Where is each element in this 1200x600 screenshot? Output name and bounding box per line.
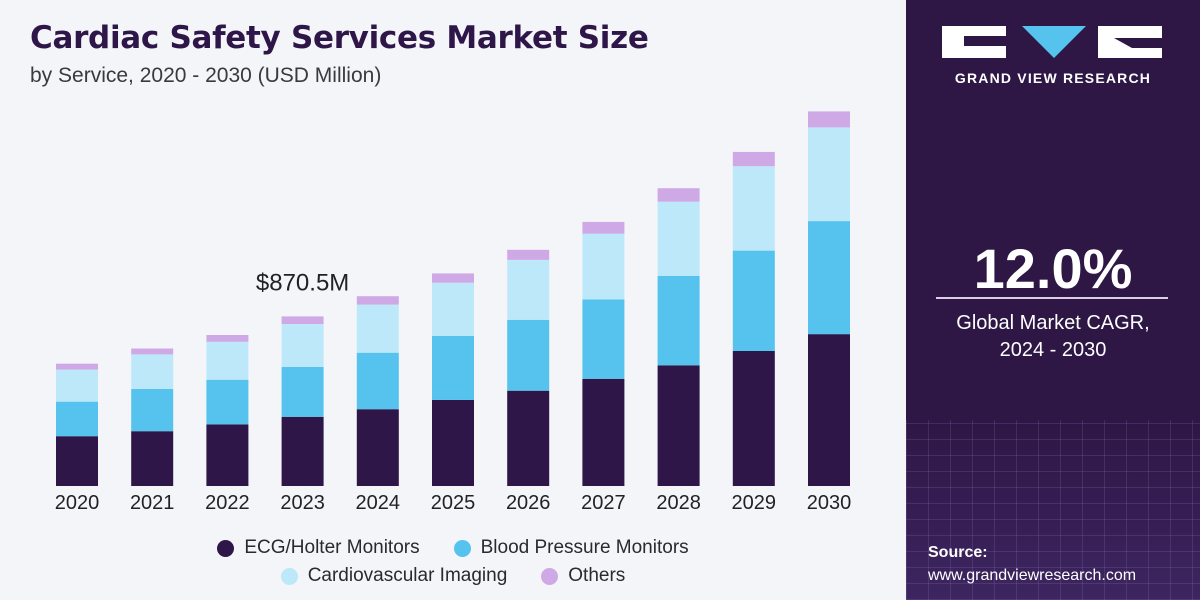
bar-segment-2023-1	[281, 367, 324, 417]
bar-segment-2023-0	[281, 416, 324, 486]
bar-segment-2025-0	[432, 399, 474, 486]
bar-segment-2024-0	[356, 409, 399, 486]
bar-segment-2025-1	[432, 335, 474, 400]
bar-segment-2021-3	[131, 348, 174, 355]
x-tick-label-2023: 2023	[280, 492, 325, 514]
x-tick-label-2025: 2025	[431, 492, 476, 514]
bar-segment-2027-0	[582, 378, 625, 486]
legend-swatch-bp	[453, 539, 471, 557]
bar-segment-2026-2	[507, 259, 550, 320]
cagr-label: Global Market CAGR, 2024 - 2030	[906, 310, 1200, 364]
bar-segment-2028-2	[657, 201, 700, 276]
legend-label-ecg: ECG/Holter Monitors	[244, 537, 420, 558]
cagr-value: 12.0%	[973, 237, 1133, 300]
bar-segment-2022-1	[206, 379, 249, 425]
bar-segment-2022-2	[206, 341, 249, 380]
x-tick-label-2021: 2021	[130, 492, 175, 514]
bar-segment-2030-0	[808, 334, 850, 486]
bar-segment-2026-1	[507, 319, 550, 391]
bar-segment-2022-0	[206, 424, 249, 486]
bar-segment-2027-3	[582, 221, 625, 234]
x-tick-label-2024: 2024	[356, 492, 401, 514]
x-tick-label-2027: 2027	[581, 492, 626, 514]
source-label: Source:	[928, 544, 988, 561]
bar-segment-2030-2	[808, 127, 850, 222]
x-tick-label-2030: 2030	[807, 492, 852, 514]
chart-title: Cardiac Safety Services Market Size	[30, 20, 649, 56]
bar-segment-2023-3	[281, 316, 324, 324]
bar-segment-2026-0	[507, 390, 550, 486]
bar-segment-2021-0	[131, 431, 174, 486]
legend-label-bp: Blood Pressure Monitors	[480, 537, 689, 558]
legend-row-2: Cardiovascular Imaging Others	[0, 565, 906, 587]
legend-item-imaging: Cardiovascular Imaging	[280, 565, 508, 587]
cagr-label-line1: Global Market CAGR,	[956, 312, 1150, 334]
legend-item-bp: Blood Pressure Monitors	[453, 537, 689, 559]
bar-segment-2028-3	[657, 188, 700, 202]
bar-segment-2020-1	[56, 401, 98, 437]
bar-segment-2027-2	[582, 233, 625, 300]
bar-segment-2020-3	[56, 363, 98, 370]
bar-segment-2027-1	[582, 299, 625, 379]
bar-annotation-2023: $870.5M	[256, 269, 349, 296]
bar-segment-2020-2	[56, 369, 98, 402]
brand-logo-icon	[942, 26, 1162, 58]
legend-row-1: ECG/Holter Monitors Blood Pressure Monit…	[0, 537, 906, 559]
bar-segment-2026-3	[507, 249, 550, 260]
sidebar-grid-decoration	[906, 420, 1200, 600]
bar-segment-2028-1	[657, 275, 700, 366]
chart-subtitle: by Service, 2020 - 2030 (USD Million)	[30, 64, 382, 87]
bar-segment-2029-3	[732, 151, 775, 167]
source-link[interactable]: www.grandviewresearch.com	[928, 567, 1137, 584]
bar-segment-2029-0	[732, 351, 775, 486]
x-tick-label-2028: 2028	[656, 492, 701, 514]
legend-item-others: Others	[541, 565, 625, 587]
legend-swatch-others	[541, 567, 559, 585]
bar-segment-2021-1	[131, 389, 174, 432]
x-tick-label-2026: 2026	[506, 492, 551, 514]
bar-segment-2028-0	[657, 365, 700, 486]
bar-segment-2025-3	[432, 273, 474, 283]
legend-item-ecg: ECG/Holter Monitors	[217, 537, 420, 559]
legend-swatch-ecg	[217, 539, 235, 557]
bar-segment-2030-3	[808, 111, 850, 128]
x-tick-label-2029: 2029	[732, 492, 777, 514]
cagr-label-line2: 2024 - 2030	[999, 339, 1107, 361]
brand-name: GRAND VIEW RESEARCH	[954, 70, 1152, 86]
bar-segment-2024-2	[356, 304, 399, 353]
legend-label-others: Others	[568, 565, 626, 586]
x-tick-label-2020: 2020	[55, 492, 100, 514]
bar-segment-2024-3	[356, 296, 399, 305]
bar-segment-2022-3	[206, 335, 249, 342]
sidebar-panel: GRAND VIEW RESEARCH 12.0% Global Market …	[906, 0, 1200, 600]
bar-segment-2025-2	[432, 282, 474, 336]
chart-panel: Cardiac Safety Services Market Size by S…	[0, 20, 906, 587]
bar-segment-2023-2	[281, 324, 324, 367]
bar-segment-2030-1	[808, 221, 850, 335]
bar-segment-2029-2	[732, 166, 775, 251]
legend-label-imaging: Cardiovascular Imaging	[307, 565, 508, 586]
bar-segment-2029-1	[732, 250, 775, 351]
cagr-divider	[936, 297, 1168, 299]
bar-segment-2021-2	[131, 354, 174, 389]
x-tick-label-2022: 2022	[205, 492, 250, 514]
stacked-bar-chart: 2020 2021 2022 2023 2024 2025 2026 2027 2028 2029…	[55, 111, 852, 514]
bar-segment-2020-0	[56, 436, 98, 486]
bar-segment-2024-1	[356, 352, 399, 410]
legend-swatch-imaging	[280, 567, 298, 585]
